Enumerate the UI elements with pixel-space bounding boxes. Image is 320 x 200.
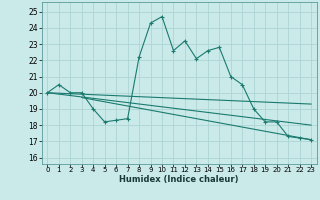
X-axis label: Humidex (Indice chaleur): Humidex (Indice chaleur) [119,175,239,184]
